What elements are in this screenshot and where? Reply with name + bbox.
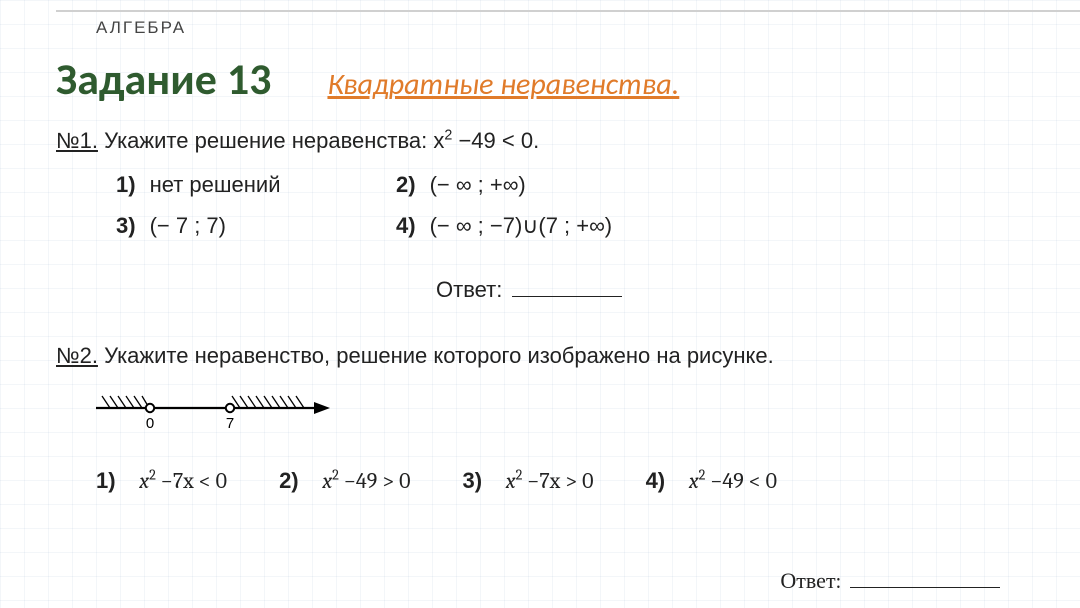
topic-link: Квадратные неравенства.	[327, 66, 679, 103]
heading-row: Задание 13 Квадратные неравенства.	[56, 52, 679, 106]
q1-option-1: 1)нет решений	[116, 170, 376, 200]
q2-number: №2.	[56, 343, 98, 368]
q1-prompt-text: Укажите решение неравенства:	[104, 128, 433, 153]
q1-prompt: №1. Укажите решение неравенства: x2 −49 …	[56, 126, 1040, 156]
q2-prompt-text: Укажите неравенство, решение которого из…	[104, 343, 774, 368]
task-title: Задание 13	[56, 52, 271, 106]
q1-option-2: 2)(− ∞ ; +∞)	[396, 170, 796, 200]
q1-inequality: x2 −49 < 0.	[433, 128, 539, 153]
q1-answer: Ответ:	[436, 275, 1040, 305]
top-rule	[56, 10, 1080, 12]
q2-options: 1) x2 −7x < 0 2) x2 −49 > 0 3) x2 −7x > …	[96, 466, 1040, 497]
number-line-diagram: 0 7	[96, 386, 1040, 440]
q2-option-3: 3) x2 −7x > 0	[463, 466, 594, 497]
q1-option-4: 4)(− ∞ ; −7)∪(7 ; +∞)	[396, 211, 796, 241]
q2-answer: Ответ:	[780, 568, 1000, 594]
q1-number: №1.	[56, 128, 98, 153]
content: №1. Укажите решение неравенства: x2 −49 …	[56, 120, 1040, 497]
q1-answer-blank[interactable]	[512, 296, 622, 297]
q2-option-4: 4) x2 −49 < 0	[646, 466, 777, 497]
tick-7: 7	[226, 415, 234, 432]
q2-option-1: 1) x2 −7x < 0	[96, 466, 227, 497]
q2-answer-blank[interactable]	[850, 587, 1000, 588]
q1-option-3: 3)(− 7 ; 7)	[116, 211, 376, 241]
q2-prompt: №2. Укажите неравенство, решение которог…	[56, 341, 1040, 371]
tick-0: 0	[146, 415, 154, 432]
q2-option-2: 2) x2 −49 > 0	[279, 466, 410, 497]
q1-options: 1)нет решений 2)(− ∞ ; +∞) 3)(− 7 ; 7) 4…	[116, 170, 1040, 241]
subject-label: АЛГЕБРА	[96, 18, 186, 38]
q2-answer-label: Ответ:	[780, 568, 841, 594]
q1-answer-label: Ответ:	[436, 277, 502, 302]
